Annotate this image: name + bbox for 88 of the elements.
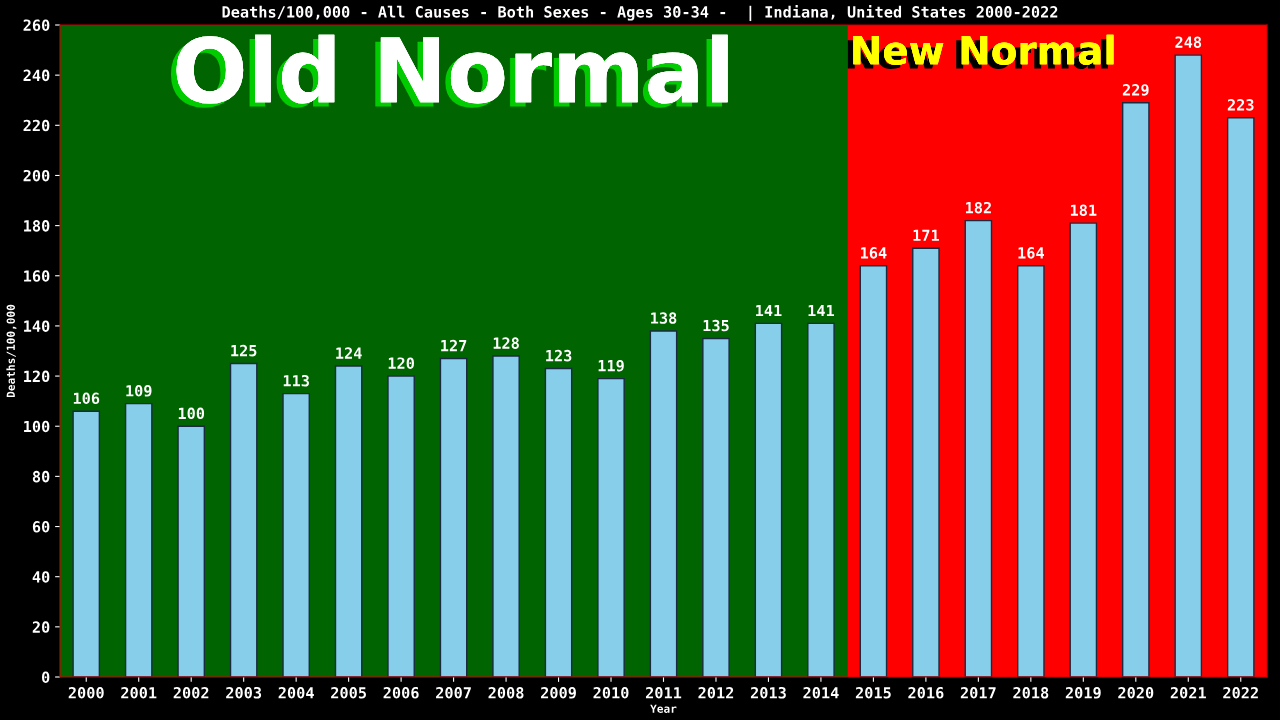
x-tick-label: 2002 <box>173 686 209 699</box>
band-label: Old Normal <box>170 34 728 108</box>
y-tick-label: 80 <box>32 470 50 483</box>
data-label: 248 <box>1175 36 1202 48</box>
bar <box>1174 54 1203 677</box>
y-tick-label: 220 <box>23 119 50 132</box>
x-tick-label: 2008 <box>488 686 524 699</box>
x-tick-label: 2015 <box>855 686 891 699</box>
y-tick-label: 260 <box>23 19 50 32</box>
x-tick-label: 2005 <box>331 686 366 699</box>
bar <box>1069 222 1098 677</box>
x-tick-label: 2020 <box>1118 686 1154 699</box>
y-axis-title: Deaths/100,000 <box>6 304 17 398</box>
data-label: 106 <box>73 392 100 405</box>
data-label: 135 <box>703 319 729 332</box>
data-label: 138 <box>651 312 677 324</box>
data-label: 229 <box>1122 84 1149 96</box>
data-label: 109 <box>126 384 152 397</box>
data-label: 124 <box>336 347 362 359</box>
x-tick-label: 2010 <box>593 686 629 699</box>
bar <box>597 377 625 677</box>
data-label: 182 <box>965 201 991 214</box>
data-label: 128 <box>493 337 519 349</box>
data-label: 119 <box>598 360 624 372</box>
y-tick-label: 20 <box>32 621 50 633</box>
x-tick-label: 2003 <box>226 686 262 699</box>
bar <box>859 265 888 677</box>
x-tick-label: 2019 <box>1065 686 1101 699</box>
y-tick-label: 160 <box>24 270 50 282</box>
bar <box>807 322 835 677</box>
x-tick-label: 2006 <box>383 686 419 699</box>
y-tick-label: 40 <box>32 571 50 583</box>
x-tick-label: 2016 <box>908 686 944 699</box>
data-label: 223 <box>1227 99 1254 111</box>
chart-title: Deaths/100,000 - All Causes - Both Sexes - Ages 30-34 - | Indiana, United States 2000-2022 <box>222 5 1058 22</box>
x-tick-label: 2011 <box>645 686 682 699</box>
x-tick-label: 2022 <box>1223 686 1258 699</box>
bar <box>1226 117 1255 677</box>
y-tick-label: 60 <box>32 521 50 533</box>
data-label: 164 <box>861 247 887 259</box>
x-tick-label: 2001 <box>121 686 157 699</box>
bar <box>439 357 468 677</box>
y-tick-label: 120 <box>24 370 50 383</box>
bar <box>964 219 993 677</box>
bar <box>702 337 730 677</box>
bar <box>544 367 573 677</box>
data-label: 164 <box>1018 247 1044 259</box>
bar <box>1017 265 1045 677</box>
data-label: 113 <box>283 374 309 387</box>
y-tick-label: 240 <box>23 69 50 82</box>
bar <box>912 247 940 677</box>
y-tick-label: 200 <box>23 169 50 182</box>
x-tick-label: 2012 <box>698 686 734 699</box>
y-tick-label: 180 <box>24 220 50 232</box>
data-label: 181 <box>1070 204 1097 216</box>
data-label: 141 <box>808 304 834 317</box>
x-tick-label: 2007 <box>436 686 471 699</box>
bar <box>229 362 258 677</box>
x-tick-label: 2009 <box>541 686 576 699</box>
bar <box>282 392 310 677</box>
band-label: New Normal <box>847 34 1114 70</box>
x-tick-label: 2018 <box>1013 686 1049 699</box>
bar <box>177 425 206 677</box>
bar <box>754 322 783 677</box>
y-tick-label: 0 <box>42 671 50 684</box>
x-tick-label: 2004 <box>278 686 314 699</box>
bar <box>124 402 153 677</box>
x-tick-label: 2021 <box>1170 686 1206 699</box>
bar <box>334 365 363 677</box>
bar <box>1121 102 1150 677</box>
y-tick-label: 140 <box>24 320 50 332</box>
x-tick-label: 2013 <box>750 686 786 699</box>
x-tick-label: 2014 <box>803 686 839 699</box>
data-label: 123 <box>546 349 572 362</box>
data-label: 120 <box>388 357 414 369</box>
bar <box>649 330 678 677</box>
data-label: 100 <box>178 407 205 420</box>
x-tick-label: 2017 <box>960 686 996 699</box>
x-tick-label: 2000 <box>68 686 104 699</box>
bar <box>387 375 415 677</box>
data-label: 141 <box>756 304 782 317</box>
x-axis-title: Year <box>650 704 677 713</box>
y-tick-label: 100 <box>24 420 50 433</box>
bar <box>492 355 520 677</box>
data-label: 125 <box>231 344 257 357</box>
data-label: 171 <box>913 229 939 241</box>
data-label: 127 <box>441 339 467 352</box>
bar <box>72 410 101 677</box>
